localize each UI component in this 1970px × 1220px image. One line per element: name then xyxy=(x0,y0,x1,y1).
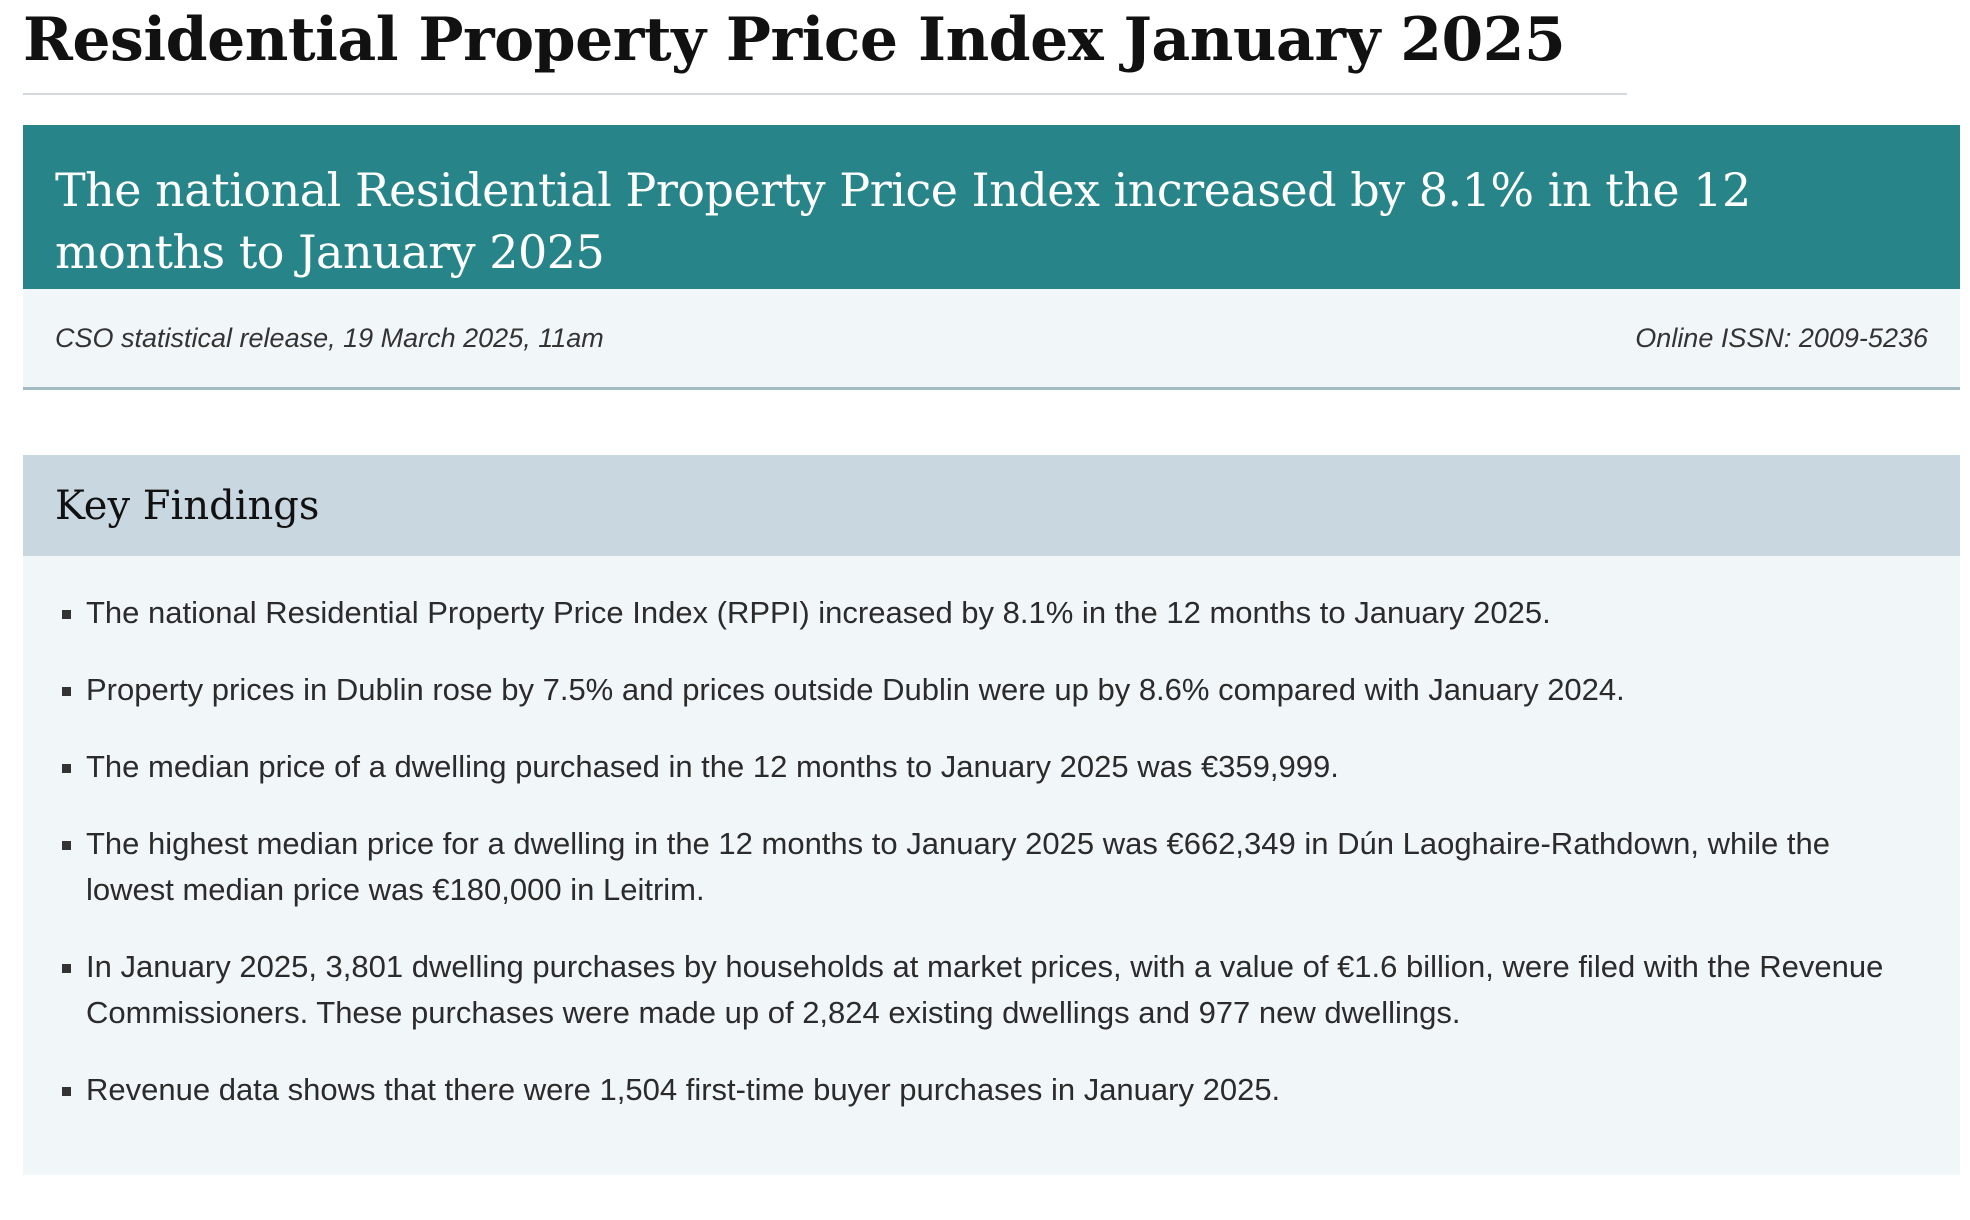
issn-label: Online ISSN: 2009-5236 xyxy=(1635,322,1928,353)
key-findings-list: The national Residential Property Price … xyxy=(23,556,1960,1113)
finding-item: Revenue data shows that there were 1,504… xyxy=(62,1067,1900,1113)
finding-item: The median price of a dwelling purchased… xyxy=(62,744,1900,790)
finding-item: The national Residential Property Price … xyxy=(62,590,1900,636)
finding-item: Property prices in Dublin rose by 7.5% a… xyxy=(62,667,1900,713)
key-findings-section: Key Findings The national Residential Pr… xyxy=(23,455,1960,1175)
finding-text: The national Residential Property Price … xyxy=(86,595,1551,630)
finding-text: The highest median price for a dwelling … xyxy=(86,826,1830,907)
release-info: CSO statistical release, 19 March 2025, … xyxy=(55,322,604,353)
headline-text: The national Residential Property Price … xyxy=(55,163,1751,279)
release-page: Residential Property Price Index January… xyxy=(23,0,1960,1175)
key-findings-title: Key Findings xyxy=(55,482,320,529)
finding-item: In January 2025, 3,801 dwelling purchase… xyxy=(62,944,1900,1036)
square-bullet-icon xyxy=(62,610,71,619)
square-bullet-icon xyxy=(62,687,71,696)
release-info-bar: CSO statistical release, 19 March 2025, … xyxy=(23,289,1960,390)
title-divider xyxy=(23,93,1627,95)
square-bullet-icon xyxy=(62,764,71,773)
page-title: Residential Property Price Index January… xyxy=(23,5,1566,75)
square-bullet-icon xyxy=(62,841,71,850)
square-bullet-icon xyxy=(62,1087,71,1096)
finding-text: In January 2025, 3,801 dwelling purchase… xyxy=(86,949,1884,1030)
headline-banner: The national Residential Property Price … xyxy=(23,125,1960,289)
finding-item: The highest median price for a dwelling … xyxy=(62,821,1900,913)
finding-text: The median price of a dwelling purchased… xyxy=(86,749,1339,784)
finding-text: Property prices in Dublin rose by 7.5% a… xyxy=(86,672,1625,707)
square-bullet-icon xyxy=(62,964,71,973)
finding-text: Revenue data shows that there were 1,504… xyxy=(86,1072,1281,1107)
key-findings-header: Key Findings xyxy=(23,455,1960,556)
